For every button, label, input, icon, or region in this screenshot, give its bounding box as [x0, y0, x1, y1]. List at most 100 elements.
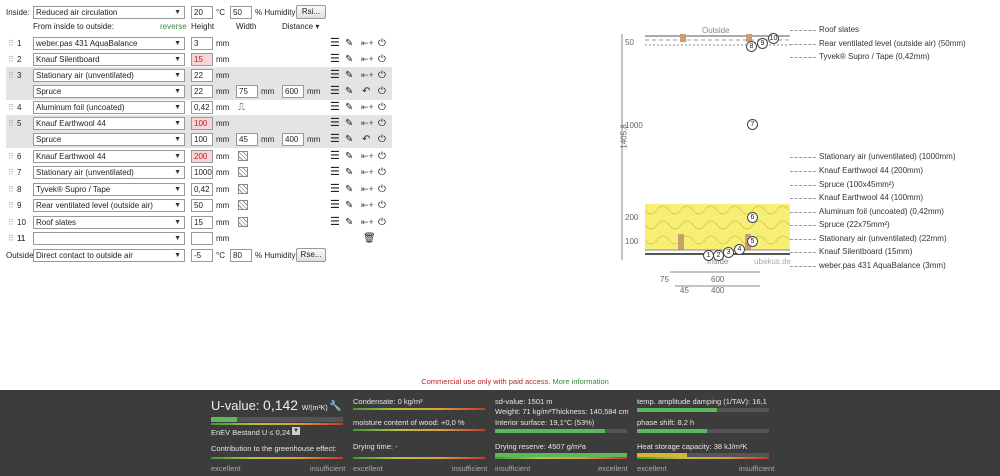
layer-height-input[interactable]: 22: [191, 85, 213, 98]
drag-handle-icon[interactable]: ⠿: [8, 152, 14, 161]
drag-handle-icon[interactable]: ⠿: [8, 201, 14, 210]
edit-icon[interactable]: ✎: [345, 38, 354, 49]
layer-height-input[interactable]: 100: [191, 133, 213, 146]
edit-icon[interactable]: ✎: [345, 184, 354, 195]
undo-icon[interactable]: ↶: [362, 134, 371, 145]
layer-height-input[interactable]: 0,42: [191, 101, 213, 114]
add-layer-icon[interactable]: ⇤+: [361, 184, 374, 194]
add-layer-icon[interactable]: ⇤+: [361, 151, 374, 161]
layer-material-select[interactable]: Rear ventilated level (outside air) ▼: [33, 199, 185, 212]
layer-material-select[interactable]: Roof slates ▼: [33, 216, 185, 229]
edit-icon[interactable]: ✎: [345, 217, 354, 228]
menu-icon[interactable]: ☰: [330, 216, 340, 228]
diagram-layer-marker[interactable]: 9: [757, 38, 768, 49]
layer-height-input[interactable]: 15: [191, 216, 213, 229]
layer-material-select[interactable]: Aluminum foil (uncoated) ▼: [33, 101, 185, 114]
add-layer-icon[interactable]: ⇤+: [361, 200, 374, 210]
diagram-layer-marker[interactable]: 10: [768, 33, 779, 44]
layer-distance-input[interactable]: 600: [282, 85, 304, 98]
power-icon[interactable]: ⏻: [378, 38, 386, 49]
add-layer-icon[interactable]: ⇤+: [361, 217, 374, 227]
diagram-layer-marker[interactable]: 5: [747, 236, 758, 247]
drag-handle-icon[interactable]: ⠿: [8, 39, 14, 48]
diagram-layer-marker[interactable]: 8: [746, 41, 757, 52]
drag-handle-icon[interactable]: ⠿: [8, 55, 14, 64]
layer-width-input[interactable]: 45: [236, 133, 258, 146]
add-layer-icon[interactable]: ⇤+: [361, 70, 374, 80]
layer-material-select[interactable]: Knauf Earthwool 44 ▼: [33, 117, 185, 130]
layer-pattern-icon[interactable]: [238, 217, 248, 227]
menu-icon[interactable]: ☰: [330, 101, 340, 113]
drag-handle-icon[interactable]: ⠿: [8, 185, 14, 194]
layer-material-select[interactable]: Spruce ▼: [33, 85, 185, 98]
layer-material-select[interactable]: Stationary air (unventilated) ▼: [33, 69, 185, 82]
drag-handle-icon[interactable]: ⠿: [8, 71, 14, 80]
layer-distance-input[interactable]: 400: [282, 133, 304, 146]
layer-pattern-icon[interactable]: [238, 200, 248, 210]
outside-climate-select[interactable]: Direct contact to outside air ▼: [33, 249, 185, 262]
edit-icon[interactable]: ✎: [345, 200, 354, 211]
layer-height-input[interactable]: 50: [191, 199, 213, 212]
power-icon[interactable]: ⏻: [378, 151, 386, 162]
power-icon[interactable]: ⏻: [378, 86, 386, 97]
layer-height-input[interactable]: 22: [191, 69, 213, 82]
power-icon[interactable]: ⏻: [378, 102, 386, 113]
layer-material-select[interactable]: Tyvek® Supro / Tape ▼: [33, 183, 185, 196]
power-icon[interactable]: ⏻: [378, 184, 386, 195]
layer-height-input[interactable]: 0,42: [191, 183, 213, 196]
menu-icon[interactable]: ☰: [330, 166, 340, 178]
power-icon[interactable]: ⏻: [378, 167, 386, 178]
undo-icon[interactable]: ↶: [362, 86, 371, 97]
edit-icon[interactable]: ✎: [345, 86, 354, 97]
add-layer-icon[interactable]: ⇤+: [361, 167, 374, 177]
drag-handle-icon[interactable]: ⠿: [8, 234, 14, 243]
edit-icon[interactable]: ✎: [345, 134, 354, 145]
inside-climate-select[interactable]: Reduced air circulation ▼: [33, 6, 185, 19]
power-icon[interactable]: ⏻: [378, 118, 386, 129]
menu-icon[interactable]: ☰: [330, 117, 340, 129]
power-icon[interactable]: ⏻: [378, 200, 386, 211]
drag-handle-icon[interactable]: ⠿: [8, 103, 14, 112]
add-layer-icon[interactable]: ⇤+: [361, 38, 374, 48]
layer-height-input[interactable]: 1000: [191, 166, 213, 179]
edit-icon[interactable]: ✎: [345, 151, 354, 162]
diagram-layer-marker[interactable]: 4: [734, 244, 745, 255]
layer-height-input[interactable]: [191, 232, 213, 245]
wrench-icon[interactable]: 🔧: [329, 401, 342, 412]
power-icon[interactable]: ⏻: [378, 54, 386, 65]
diagram-layer-marker[interactable]: 7: [747, 119, 758, 130]
menu-icon[interactable]: ☰: [330, 53, 340, 65]
layer-material-select[interactable]: ▼: [33, 232, 185, 245]
edit-icon[interactable]: ✎: [345, 70, 354, 81]
layer-height-input[interactable]: 15: [191, 53, 213, 66]
power-icon[interactable]: ⏻: [378, 217, 386, 228]
inside-temp-input[interactable]: 20: [191, 6, 213, 19]
layer-pattern-icon[interactable]: [238, 184, 248, 194]
edit-icon[interactable]: ✎: [345, 167, 354, 178]
trash-icon[interactable]: 🗑: [363, 233, 376, 244]
menu-icon[interactable]: ☰: [330, 69, 340, 81]
add-layer-icon[interactable]: ⇤+: [361, 118, 374, 128]
diagram-layer-marker[interactable]: 6: [747, 212, 758, 223]
menu-icon[interactable]: ☰: [330, 150, 340, 162]
drag-handle-icon[interactable]: ⠿: [8, 234, 14, 243]
layer-pattern-icon[interactable]: [238, 167, 248, 177]
reverse-link[interactable]: reverse: [160, 22, 187, 31]
layer-pattern-icon[interactable]: [238, 151, 248, 161]
layer-height-input[interactable]: 100: [191, 117, 213, 130]
enev-dropdown-icon[interactable]: ▼: [292, 427, 300, 435]
rsi-button[interactable]: Rsi...: [296, 5, 326, 19]
menu-icon[interactable]: ☰: [330, 37, 340, 49]
layer-material-select[interactable]: Knauf Earthwool 44 ▼: [33, 150, 185, 163]
layer-material-select[interactable]: weber.pas 431 AquaBalance ▼: [33, 37, 185, 50]
edit-icon[interactable]: ✎: [345, 118, 354, 129]
distance-header[interactable]: Distance ▾: [282, 22, 320, 31]
layer-material-select[interactable]: Stationary air (unventilated) ▼: [33, 166, 185, 179]
menu-icon[interactable]: ☰: [330, 183, 340, 195]
inside-humidity-input[interactable]: 50: [230, 6, 252, 19]
layer-width-input[interactable]: 75: [236, 85, 258, 98]
drag-handle-icon[interactable]: ⠿: [8, 119, 14, 128]
drag-handle-icon[interactable]: ⠿: [8, 218, 14, 227]
layer-material-select[interactable]: Knauf Silentboard ▼: [33, 53, 185, 66]
edit-icon[interactable]: ✎: [345, 54, 354, 65]
